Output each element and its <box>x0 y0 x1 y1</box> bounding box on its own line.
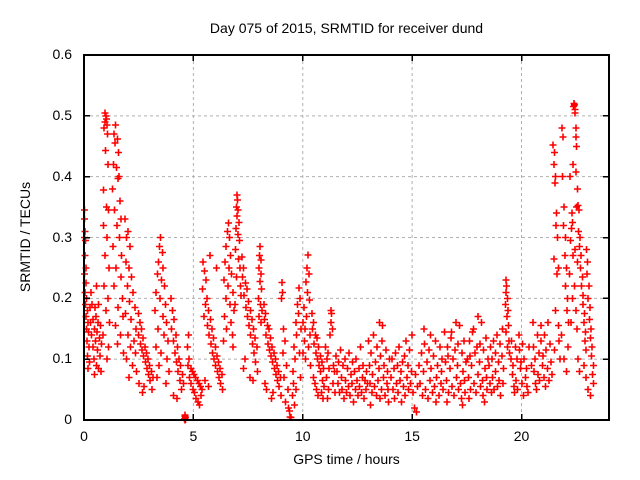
chart-title: Day 075 of 2015, SRMTID for receiver dun… <box>209 20 484 36</box>
x-tick-label: 0 <box>80 428 88 444</box>
x-tick-label: 15 <box>404 428 420 444</box>
data-points <box>81 100 597 424</box>
y-tick-label: 0.4 <box>52 167 72 184</box>
x-tick-label: 5 <box>189 428 198 444</box>
plot-border <box>83 54 610 421</box>
y-tick-label: 0 <box>64 411 72 427</box>
grid-lines <box>84 55 609 420</box>
y-tick-label: 0.1 <box>52 350 72 367</box>
x-tick-label: 10 <box>294 428 311 444</box>
x-axis-label: GPS time / hours <box>293 451 400 467</box>
x-tick-label: 20 <box>513 428 530 444</box>
y-tick-label: 0.2 <box>52 289 72 306</box>
y-tick-label: 0.6 <box>52 46 72 62</box>
y-tick-label: 0.5 <box>52 106 72 123</box>
y-tick-label: 0.3 <box>52 228 72 245</box>
